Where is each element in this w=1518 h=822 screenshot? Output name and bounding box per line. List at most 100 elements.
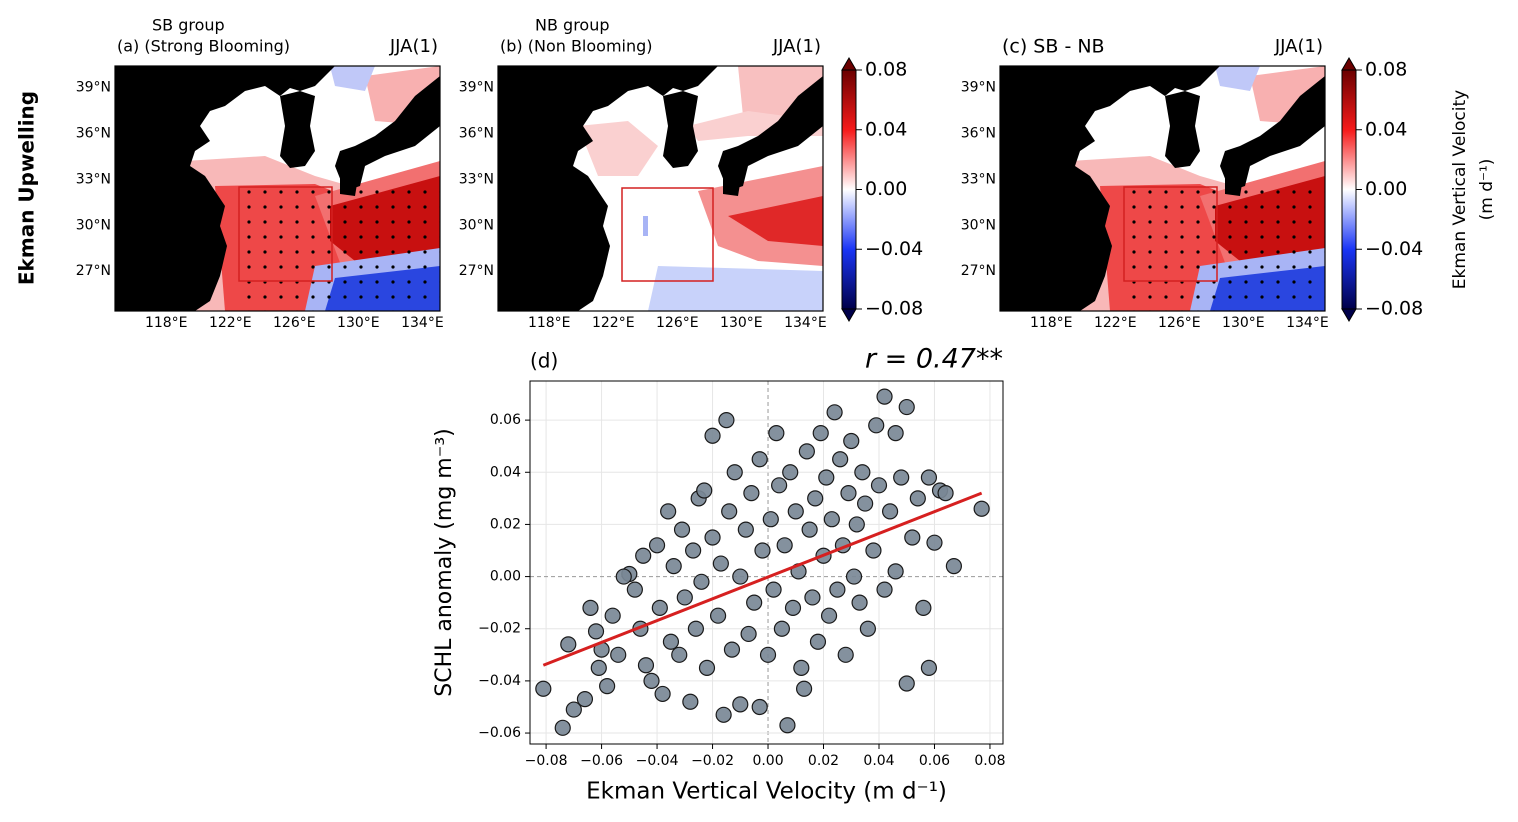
x-tick-label: 118°E [145, 315, 188, 331]
scatter-point [696, 482, 713, 499]
x-tick-label: 118°E [528, 315, 571, 331]
scatter-point [771, 477, 788, 494]
x-axis-label: Ekman Vertical Velocity (m d⁻¹) [586, 779, 947, 805]
scatter-point [904, 529, 921, 546]
scatter-point [937, 485, 954, 502]
scatter-point [751, 451, 768, 468]
y-tick-label: 30°N [76, 217, 111, 233]
scatter-point [812, 425, 829, 442]
scatter-point [637, 657, 655, 674]
x-tick-label: −0.06 [580, 753, 623, 769]
scatter-point [635, 547, 652, 564]
scatter-point [687, 620, 704, 637]
scatter-point [807, 490, 824, 507]
map-panel [999, 65, 1326, 312]
scatter-point [887, 563, 904, 580]
y-tick-label: 36°N [459, 125, 494, 141]
scatter-point [782, 464, 799, 481]
scatter-point [737, 521, 754, 538]
colorbar-extend [1341, 57, 1357, 71]
scatter-point [554, 719, 571, 736]
row-label: Ekman Upwelling [15, 91, 39, 285]
scatter-point [801, 521, 818, 538]
scatter-point [823, 511, 840, 528]
scatter-point [768, 425, 785, 442]
scatter-point [859, 620, 876, 637]
scatter-point [535, 680, 552, 697]
scatter-point [870, 477, 888, 494]
scatter-point [665, 558, 682, 575]
colorbar-tick-label: −0.04 [1365, 238, 1423, 260]
y-tick-label: 0.00 [490, 569, 521, 585]
scatter-point [779, 717, 796, 734]
y-axis-label: SCHL anomaly (mg m⁻³) [432, 428, 457, 696]
x-tick-label: 122°E [592, 315, 635, 331]
y-tick-label: 33°N [961, 171, 996, 187]
scatter-point [837, 646, 854, 663]
panel-title: (b) (Non Blooming) [500, 37, 653, 56]
colorbar-tick-label: −0.04 [865, 238, 923, 260]
scatter-point [826, 404, 843, 421]
x-tick-label: −0.04 [636, 753, 679, 769]
scatter-point [743, 485, 760, 502]
panel-title: (c) SB - NB [1002, 36, 1105, 58]
scatter-point [920, 469, 938, 486]
x-tick-label: 134°E [401, 315, 444, 331]
y-tick-label: 39°N [459, 79, 494, 95]
scatter-point [851, 594, 868, 611]
colorbar-extend [1341, 308, 1357, 322]
scatter-point [920, 659, 938, 676]
scatter-point [843, 432, 860, 450]
scatter-point [945, 558, 962, 575]
colorbar-tick-label: 0.00 [1365, 178, 1407, 200]
scatter-point [804, 589, 821, 606]
colorbar-extend [841, 308, 857, 322]
scatter-point [765, 581, 782, 598]
colorbar-tick-label: 0.04 [865, 118, 907, 140]
y-tick-label: 39°N [961, 79, 996, 95]
scatter-point [784, 599, 802, 616]
y-tick-label: 27°N [961, 263, 996, 279]
colorbar-tick-label: 0.00 [865, 178, 907, 200]
scatter-point [893, 469, 910, 486]
y-tick-label: 33°N [76, 171, 111, 187]
fit-line [542, 491, 983, 667]
colorbar-extend [841, 57, 857, 71]
x-tick-label: 134°E [784, 315, 827, 331]
y-tick-label: −0.04 [478, 673, 521, 689]
panel-season: JJA(1) [389, 36, 438, 57]
x-tick-label: 118°E [1030, 315, 1073, 331]
scatter-point [718, 412, 735, 429]
plot-frame [529, 380, 1004, 745]
y-tick-label: 27°N [459, 263, 494, 279]
colorbar-tick-label: 0.08 [1365, 59, 1407, 81]
scatter-point [715, 706, 732, 723]
x-tick-label: 130°E [337, 315, 380, 331]
colorbar-tick-label: −0.08 [1365, 298, 1423, 320]
scatter-point [832, 451, 849, 468]
x-tick-label: 130°E [720, 315, 763, 331]
y-tick-label: 36°N [961, 125, 996, 141]
y-tick-label: 0.04 [490, 464, 521, 480]
scatter-point [599, 678, 616, 695]
scatter-point [610, 646, 627, 663]
scatter-point [857, 495, 874, 512]
scatter-point [740, 625, 757, 643]
scatter-point [926, 534, 943, 551]
scatter-point [615, 568, 632, 585]
scatter-point [776, 537, 793, 554]
scatter-point [795, 680, 813, 697]
panel-title: (a) (Strong Blooming) [117, 37, 290, 56]
scatter-point [793, 659, 810, 676]
scatter-point [651, 599, 668, 616]
colorbar-label: (m d⁻¹) [1477, 159, 1497, 221]
x-tick-label: 0.02 [808, 753, 839, 769]
map-panel [497, 65, 824, 312]
panel-group: SB group [152, 16, 225, 35]
scatter-point [660, 503, 677, 520]
scatter-point [898, 675, 915, 692]
y-tick-label: 33°N [459, 171, 494, 187]
x-tick-label: 134°E [1286, 315, 1329, 331]
scatter-point [582, 599, 599, 616]
scatter-point [798, 443, 815, 460]
